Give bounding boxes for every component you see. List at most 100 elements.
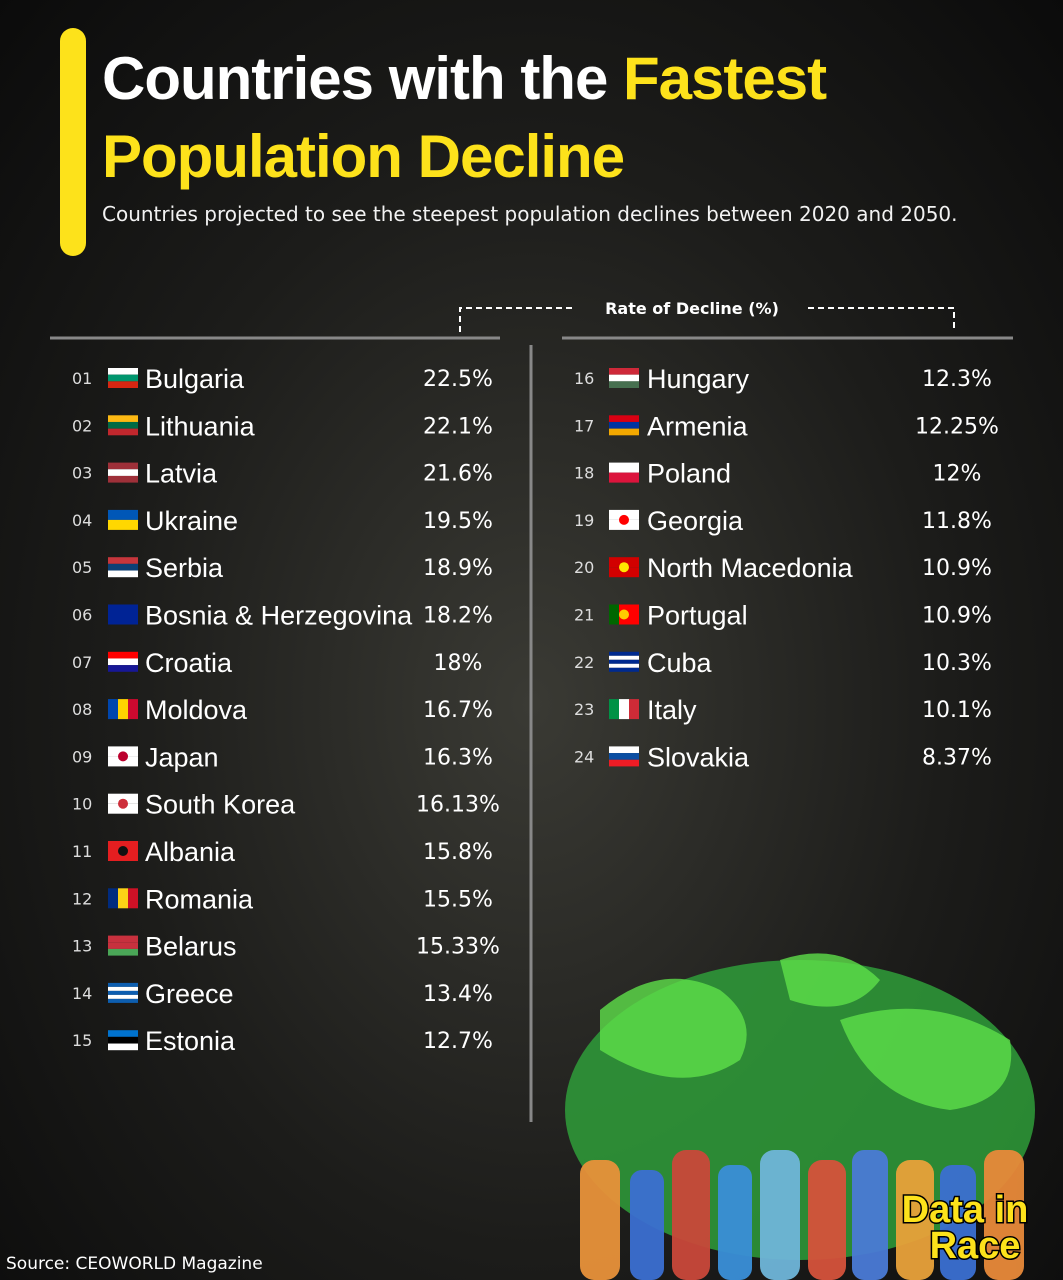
flag xyxy=(609,415,639,436)
country: Moldova xyxy=(145,695,248,725)
title-text: Countries with the xyxy=(102,45,608,112)
flag-stripe xyxy=(609,651,639,656)
flag-stripe xyxy=(609,746,639,754)
flag-stripe xyxy=(108,570,138,578)
flag-stripe xyxy=(118,888,128,909)
flag xyxy=(609,604,639,625)
flag-stripe xyxy=(609,415,639,422)
country: Bulgaria xyxy=(145,364,245,394)
source: Source: CEOWORLD Magazine xyxy=(6,1254,263,1274)
flag-stripe xyxy=(609,667,639,672)
flag-stripe xyxy=(108,658,138,666)
flag xyxy=(108,982,138,1003)
flag-stripe xyxy=(629,699,639,720)
rate: 18% xyxy=(434,651,483,676)
country: Bosnia & Herzegovina xyxy=(145,601,413,631)
continents xyxy=(600,953,1012,1110)
flag xyxy=(108,651,138,672)
rank: 14 xyxy=(72,984,92,1003)
country: Poland xyxy=(647,459,731,489)
flag-stripe xyxy=(108,368,138,375)
rank: 09 xyxy=(72,747,92,766)
flag-stripe xyxy=(629,604,639,625)
rate: 12.25% xyxy=(915,414,999,439)
flag-stripe xyxy=(609,421,639,429)
rank: 16 xyxy=(574,369,594,388)
subtitle: Countries projected to see the steepest … xyxy=(102,202,958,226)
flag-stripe xyxy=(108,381,138,388)
bracket xyxy=(459,307,955,332)
flag-stripe xyxy=(609,659,639,664)
flag-emblem xyxy=(118,798,128,809)
flag xyxy=(108,888,138,909)
flag-stripe xyxy=(108,462,138,470)
flag-stripe xyxy=(609,381,639,388)
rank: 05 xyxy=(72,558,92,577)
rate: 12% xyxy=(933,462,982,487)
flag-stripe xyxy=(609,604,619,625)
flag-stripe xyxy=(609,462,639,473)
flag xyxy=(609,699,639,720)
country: Lithuania xyxy=(145,411,256,441)
country: Japan xyxy=(145,742,219,772)
rank: 06 xyxy=(72,606,92,625)
rank: 17 xyxy=(574,416,594,435)
rate: 18.2% xyxy=(423,604,493,629)
rank: 10 xyxy=(72,795,92,814)
flag-stripe xyxy=(108,1036,138,1044)
flag xyxy=(108,935,138,956)
flag xyxy=(108,368,138,388)
rank: 02 xyxy=(72,416,92,435)
flag-stripe xyxy=(108,519,138,530)
flag xyxy=(108,557,138,578)
flag xyxy=(108,841,138,861)
flag-stripe xyxy=(108,428,138,436)
country: Albania xyxy=(145,837,236,867)
flag-stripe xyxy=(108,948,138,956)
flag xyxy=(609,509,639,530)
rank: 13 xyxy=(72,937,92,956)
flag-stripe xyxy=(108,651,138,659)
rate: 10.9% xyxy=(922,604,992,629)
flag-stripe xyxy=(108,998,138,1003)
rank: 07 xyxy=(72,653,92,672)
flag-stripe xyxy=(108,614,138,625)
country: Cuba xyxy=(647,648,713,678)
rank: 11 xyxy=(72,842,92,861)
flag-stripe xyxy=(108,604,138,615)
rank: 12 xyxy=(72,889,92,908)
flag xyxy=(108,415,138,436)
flag-stripe xyxy=(108,935,138,943)
flag xyxy=(609,462,639,483)
country: Ukraine xyxy=(145,506,238,536)
flag-stripe xyxy=(108,665,138,672)
flag xyxy=(609,746,639,767)
country: Estonia xyxy=(145,1026,236,1056)
flag-emblem xyxy=(118,846,128,856)
rate: 13.4% xyxy=(423,982,493,1007)
country: Belarus xyxy=(145,932,237,962)
flag-stripe xyxy=(108,374,138,382)
flag xyxy=(108,793,138,814)
flag xyxy=(108,462,138,483)
rate: 16.13% xyxy=(416,793,500,818)
flag-stripe xyxy=(609,759,639,767)
rate: 22.5% xyxy=(423,367,493,392)
rate: 15.33% xyxy=(416,935,500,960)
rank: 21 xyxy=(574,606,594,625)
flag xyxy=(108,1030,138,1051)
flag-stripe xyxy=(108,699,118,720)
flag-stripe xyxy=(128,699,138,720)
flag-stripe xyxy=(609,753,639,760)
rank: 15 xyxy=(72,1031,92,1050)
rank: 20 xyxy=(574,558,594,577)
rate: 12.7% xyxy=(423,1029,493,1054)
flag-stripe xyxy=(108,415,138,422)
flag-stripe xyxy=(108,563,138,571)
logo: Data in xyxy=(902,1189,1029,1231)
flag-stripe xyxy=(108,469,138,476)
flag xyxy=(609,368,639,388)
country: Romania xyxy=(145,884,254,914)
rank: 08 xyxy=(72,700,92,719)
title-highlight: Fastest Population Decline xyxy=(102,45,827,190)
